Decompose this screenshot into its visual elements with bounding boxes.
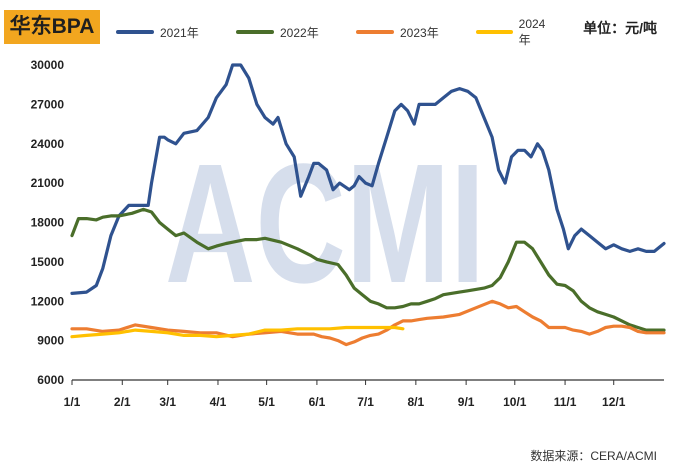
source-label: 数据来源：CERA/ACMI: [530, 449, 657, 463]
chart-legend: 2021年 2022年 2023年 2024年: [116, 17, 556, 47]
x-tick-label: 5/1: [258, 395, 275, 409]
legend-label-2021: 2021年: [160, 25, 199, 40]
legend-item-2021: 2021年: [116, 22, 199, 42]
acmi-watermark: ACMI: [165, 129, 485, 319]
y-tick-label: 27000: [31, 97, 65, 111]
series-line-2021年: [70, 63, 666, 295]
unit-label: 单位：元/吨: [583, 20, 657, 36]
x-tick-label: 1/1: [64, 395, 81, 409]
x-tick-label: 4/1: [210, 395, 227, 409]
x-tick-label: 3/1: [159, 395, 176, 409]
y-tick-label: 18000: [31, 216, 65, 230]
x-tick-label: 10/1: [503, 395, 527, 409]
x-tick-label: 6/1: [309, 395, 326, 409]
x-tick-label: 9/1: [458, 395, 475, 409]
legend-label-2023: 2023年: [400, 25, 439, 40]
chart-title: 华东BPA: [4, 10, 100, 44]
x-tick-label: 8/1: [408, 395, 425, 409]
legend-swatch-2024: [476, 30, 513, 34]
series-line-2024年: [70, 325, 405, 339]
x-tick-label: 2/1: [114, 395, 131, 409]
series-line-2023年: [70, 299, 666, 347]
legend-item-2023: 2023年: [356, 22, 439, 42]
legend-swatch-2022: [236, 30, 274, 34]
y-tick-label: 9000: [37, 334, 64, 348]
y-tick-label: 15000: [31, 255, 65, 269]
x-tick-label: 7/1: [357, 395, 374, 409]
legend-label-2022: 2022年: [280, 25, 319, 40]
y-tick-label: 30000: [31, 58, 65, 72]
legend-item-2024: 2024年: [476, 17, 556, 47]
legend-swatch-2021: [116, 30, 154, 34]
y-tick-label: 12000: [31, 294, 65, 308]
y-tick-label: 6000: [37, 373, 64, 387]
legend-item-2022: 2022年: [236, 22, 319, 42]
series-line-2022年: [70, 207, 666, 332]
y-tick-label: 24000: [31, 137, 65, 151]
chart-axes: 6000 9000 12000 15000 18000 21000 24000 27000 30…: [31, 58, 664, 409]
y-tick-label: 21000: [31, 176, 65, 190]
legend-label-2024: 2024年: [518, 16, 546, 47]
legend-swatch-2023: [356, 30, 394, 34]
chart-series: [70, 63, 666, 347]
watermark-text: ACMI: [165, 129, 485, 319]
x-tick-label: 12/1: [602, 395, 626, 409]
x-tick-label: 11/1: [554, 395, 577, 409]
